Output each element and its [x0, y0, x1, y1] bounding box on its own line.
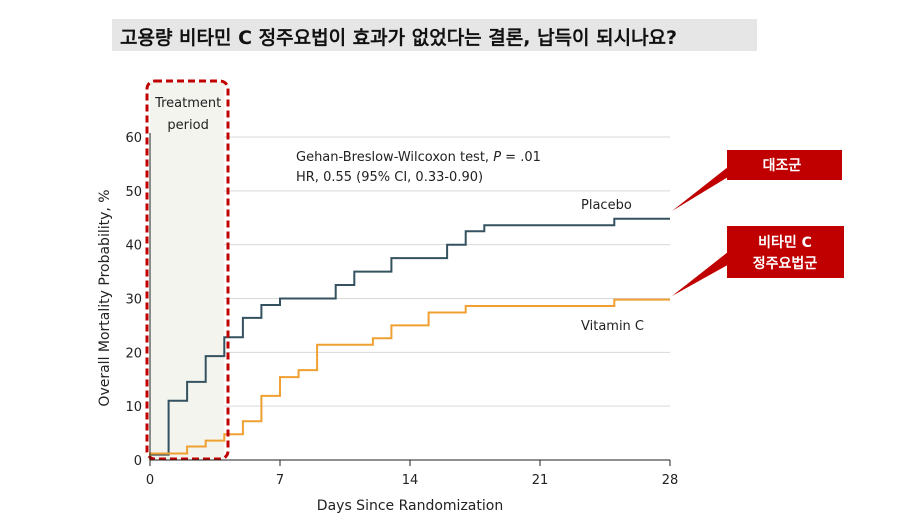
treatment-period-label-line1: Treatment: [154, 96, 221, 111]
y-tick-label-20: 20: [125, 346, 142, 361]
vitamin-c-series-line: [149, 298, 670, 460]
y-axis-title: Overall Mortality Probability, %: [97, 189, 113, 406]
test-annotation-p: P: [493, 150, 501, 165]
x-tick-label-28: 28: [662, 473, 679, 488]
treatment-period-box: [145, 79, 230, 461]
placebo-series-line: [150, 217, 670, 456]
vitamin-callout-text-line1: 비타민 C: [758, 234, 812, 251]
y-tick-label-10: 10: [125, 400, 142, 415]
placebo-callout-text: 대조군: [763, 158, 802, 174]
tick-labels: 0 10 20 30 40 50 60 0 7 14 21 28: [125, 131, 678, 488]
hr-annotation: HR, 0.55 (95% CI, 0.33-0.90): [296, 170, 483, 185]
x-tick-label-0: 0: [146, 473, 154, 488]
placebo-series-label: Placebo: [581, 198, 632, 213]
y-tick-label-60: 60: [125, 131, 142, 146]
page-title: 고용량 비타민 C 정주요법이 효과가 없었다는 결론, 납득이 되시나요?: [120, 27, 678, 49]
placebo-callout-box: [727, 150, 842, 180]
test-annotation: Gehan-Breslow-Wilcoxon test, P = .01: [296, 150, 541, 165]
callouts: 대조군 비타민 C 정주요법군: [672, 150, 844, 296]
treatment-period-fill: [150, 82, 225, 460]
vitamin-callout-text-line2: 정주요법군: [753, 255, 818, 272]
vitamin-callout-box: [727, 226, 844, 278]
x-tick-label-21: 21: [532, 473, 549, 488]
y-tick-label-40: 40: [125, 239, 142, 254]
vitamin-c-series-label: Vitamin C: [581, 319, 644, 334]
y-tick-label-50: 50: [125, 185, 142, 200]
axes: [149, 133, 671, 466]
x-tick-label-7: 7: [276, 473, 284, 488]
title-bar: 고용량 비타민 C 정주요법이 효과가 없었다는 결론, 납득이 되시나요?: [112, 19, 757, 51]
treatment-period-label-line2: period: [167, 118, 208, 133]
placebo-callout-pointer: [672, 163, 733, 211]
y-tick-label-0: 0: [134, 454, 142, 469]
test-annotation-p-value: = .01: [501, 150, 541, 165]
test-annotation-text: Gehan-Breslow-Wilcoxon test,: [296, 150, 493, 165]
grid-lines: [150, 136, 670, 407]
vitamin-callout-pointer: [672, 248, 733, 296]
x-tick-label-14: 14: [402, 473, 419, 488]
series-layer: [149, 217, 670, 460]
x-axis-title: Days Since Randomization: [317, 498, 503, 514]
y-tick-label-30: 30: [125, 293, 142, 308]
